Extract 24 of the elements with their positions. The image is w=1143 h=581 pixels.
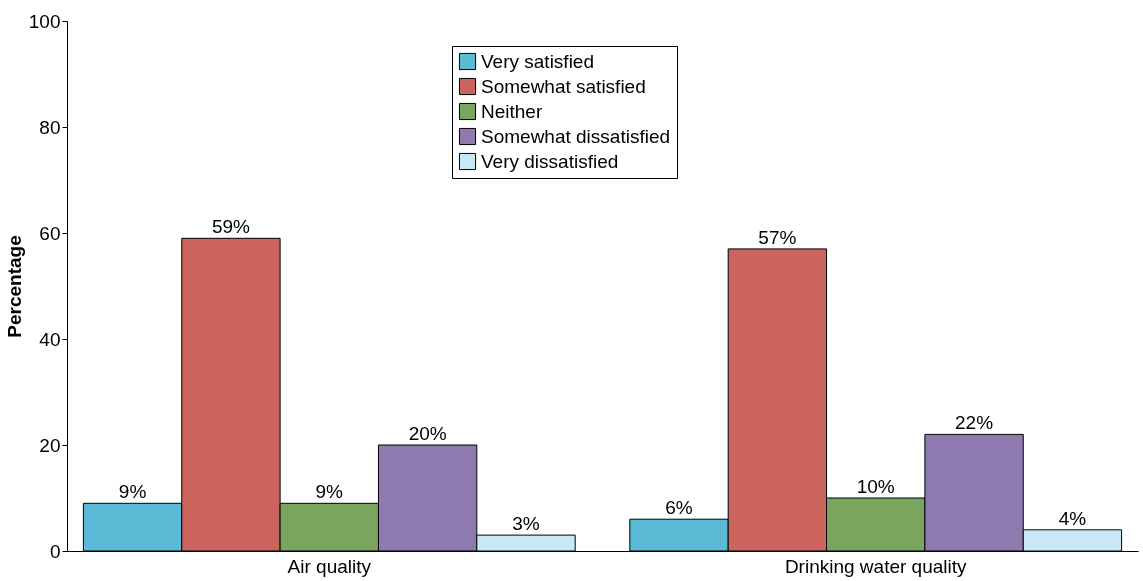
y-tick-label: 60: [39, 222, 61, 244]
legend-label: Somewhat satisfied: [481, 75, 646, 97]
y-tick-label: 0: [49, 540, 61, 562]
y-tick-label: 80: [39, 116, 61, 138]
x-tick-label: Air quality: [287, 555, 372, 577]
y-tick-label: 20: [39, 434, 61, 456]
legend-label: Neither: [481, 100, 543, 122]
data-label: 22%: [955, 412, 994, 434]
data-label: 57%: [758, 226, 797, 248]
data-label: 9%: [118, 481, 147, 503]
legend-label: Very satisfied: [481, 50, 594, 72]
data-label: 10%: [856, 476, 895, 497]
data-label: 4%: [1058, 507, 1087, 529]
data-label: 6%: [665, 497, 693, 519]
data-label: 20%: [408, 423, 447, 444]
legend-label: Very dissatisfied: [481, 150, 619, 172]
data-label: 59%: [211, 216, 251, 238]
y-tick-label: 40: [39, 328, 61, 350]
x-tick-label: Drinking water quality: [784, 555, 968, 577]
y-axis-title: Percentage: [3, 235, 25, 338]
y-tick-label: 100: [28, 10, 61, 32]
data-label: 9%: [315, 481, 344, 503]
data-label: 3%: [512, 513, 540, 535]
legend-label: Somewhat dissatisfied: [481, 125, 671, 147]
